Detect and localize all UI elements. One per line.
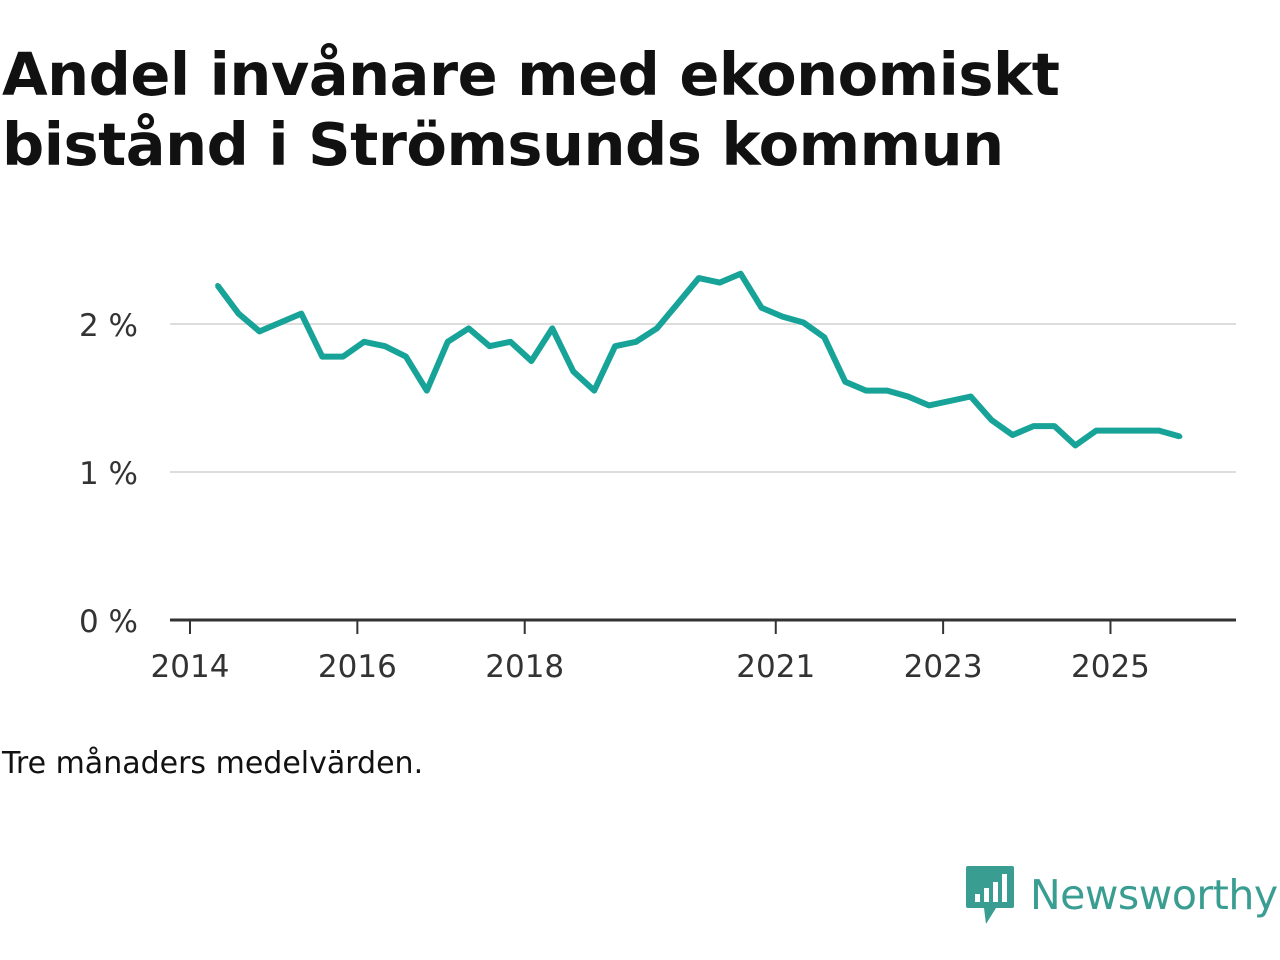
data-point	[424, 388, 430, 394]
data-point	[633, 339, 639, 345]
data-point	[340, 354, 346, 360]
data-point	[821, 334, 827, 340]
data-point	[842, 379, 848, 385]
data-point	[1010, 432, 1016, 438]
data-point	[445, 339, 451, 345]
data-point	[800, 320, 806, 326]
data-point	[738, 271, 744, 277]
data-point	[1051, 423, 1057, 429]
data-point	[528, 358, 534, 364]
newsworthy-logo-icon	[966, 866, 1014, 924]
data-point	[215, 283, 221, 289]
brand-name: Newsworthy	[1030, 871, 1278, 919]
data-point	[549, 325, 555, 331]
x-tick-label: 2025	[1071, 649, 1150, 685]
data-point	[1072, 442, 1078, 448]
data-point	[884, 388, 890, 394]
data-point	[466, 325, 472, 331]
data-point	[1030, 423, 1036, 429]
chart-title-line-2: bistånd i Strömsunds kommun	[2, 110, 1004, 179]
data-point	[236, 311, 242, 317]
data-point	[675, 300, 681, 306]
data-point	[717, 280, 723, 286]
data-point	[863, 388, 869, 394]
y-tick-label: 2 %	[79, 308, 138, 344]
data-point	[989, 417, 995, 423]
data-point	[256, 328, 262, 334]
data-point	[612, 343, 618, 349]
axes: 0 % 1 % 2 % 2014 2016 2018 2021 2023 2025	[79, 308, 1236, 685]
gridlines	[170, 323, 1236, 473]
x-tick-label: 2016	[318, 649, 397, 685]
data-point	[905, 394, 911, 400]
data-point	[1177, 433, 1183, 439]
y-tick-label: 0 %	[79, 604, 138, 640]
data-point	[696, 275, 702, 281]
data-point	[1135, 428, 1141, 434]
series-line	[215, 270, 1181, 449]
data-point	[779, 314, 785, 320]
data-point	[361, 339, 367, 345]
x-tick-label: 2021	[736, 649, 815, 685]
line-chart: 0 % 1 % 2 % 2014 2016 2018 2021 2023 2025	[79, 270, 1236, 685]
y-tick-label: 1 %	[79, 456, 138, 492]
series	[215, 270, 1183, 449]
data-point	[947, 398, 953, 404]
data-point	[1156, 428, 1162, 434]
data-point	[298, 311, 304, 317]
x-tick-label: 2014	[151, 649, 230, 685]
data-point	[487, 343, 493, 349]
data-point	[926, 402, 932, 408]
data-point	[403, 354, 409, 360]
chart-note: Tre månaders medelvärden.	[2, 746, 424, 781]
chart-title-line-1: Andel invånare med ekonomiskt	[2, 40, 1060, 109]
data-point	[1114, 428, 1120, 434]
data-point	[654, 325, 660, 331]
data-point	[759, 305, 765, 311]
data-point	[277, 320, 283, 326]
data-point	[507, 339, 513, 345]
x-tick-label: 2018	[485, 649, 564, 685]
data-point	[591, 388, 597, 394]
data-point	[382, 343, 388, 349]
data-point	[570, 368, 576, 374]
data-point	[968, 394, 974, 400]
brand-logo: Newsworthy	[964, 864, 1278, 926]
data-point	[319, 354, 325, 360]
data-point	[1093, 428, 1099, 434]
x-tick-label: 2023	[904, 649, 983, 685]
chart-title: Andel invånare med ekonomiskt bistånd i …	[2, 40, 1262, 180]
